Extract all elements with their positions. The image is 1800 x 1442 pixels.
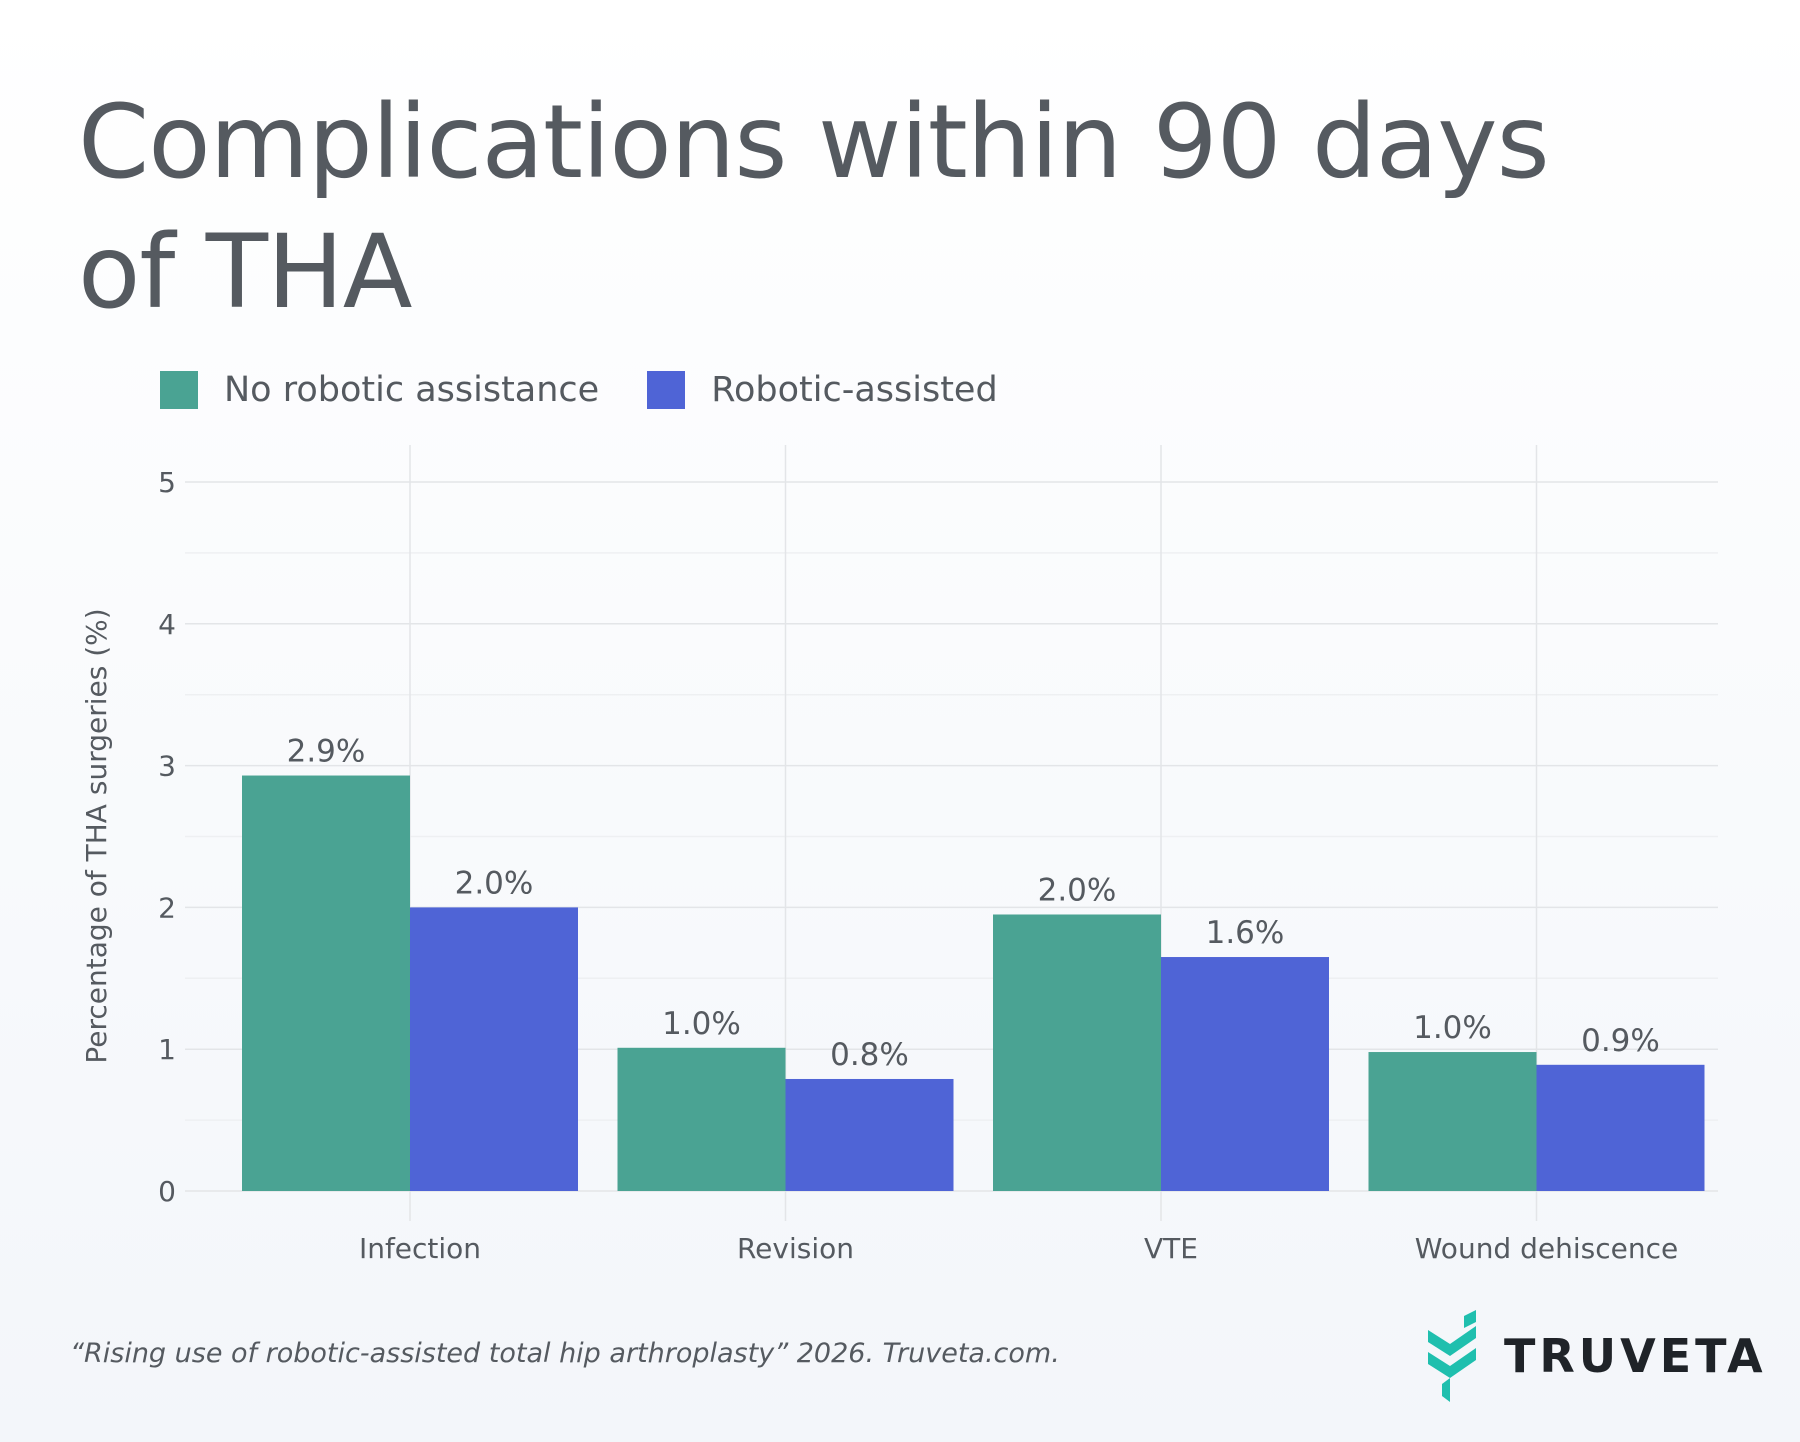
truveta-logo: TRUVETA [1420,1310,1767,1402]
y-tick-label: 5 [158,466,176,499]
x-tick-label: Revision [737,1232,854,1265]
bar-robotic-revision[interactable] [785,1078,954,1191]
bar-robotic-infection[interactable] [410,907,578,1191]
data-label: 2.0% [1038,872,1117,908]
bar-robotic-vte[interactable] [1161,957,1329,1191]
legend-item-robotic[interactable]: Robotic-assisted [647,370,998,410]
bars [242,775,1705,1191]
truveta-chevrons-icon [1428,1310,1476,1402]
data-label: 2.9% [287,734,366,770]
data-label: 1.0% [662,1006,741,1042]
y-tick-label: 0 [158,1175,176,1208]
page-title: Complications within 90 days of THA [78,83,1550,332]
y-tick-label: 4 [158,608,176,641]
data-label: 1.0% [1413,1010,1492,1046]
bar-no-robotic-revision[interactable] [617,1047,786,1191]
bar-robotic-wound-dehiscence[interactable] [1536,1064,1705,1191]
bar-no-robotic-vte[interactable] [993,914,1161,1191]
axes: Infection Revision VTE Wound dehiscence 0 1 2 3… [80,466,1678,1265]
y-axis-label: Percentage of THA surgeries (%) [80,608,113,1063]
bar-chart: 2.9% 2.0% 1.0% 0.8% 2.0% 1.6% 1.0% 0.9% Infecti… [80,445,1718,1265]
bar-no-robotic-infection[interactable] [242,775,410,1191]
data-label: 1.6% [1206,915,1285,951]
legend-label-no-robotic: No robotic assistance [224,370,600,410]
logo-wordmark: TRUVETA [1504,1329,1767,1383]
data-label: 0.9% [1581,1023,1660,1059]
legend-item-no-robotic[interactable]: No robotic assistance [160,370,599,410]
y-tick-label: 3 [158,750,176,783]
y-tick-label: 2 [158,891,176,924]
x-tick-label: VTE [1144,1232,1198,1265]
data-label: 0.8% [830,1037,909,1073]
bar-no-robotic-wound-dehiscence[interactable] [1368,1052,1537,1191]
data-labels: 2.9% 2.0% 1.0% 0.8% 2.0% 1.6% 1.0% 0.9% [287,734,1660,1073]
citation-text: “Rising use of robotic-assisted total hi… [70,1338,1060,1369]
x-tick-label: Wound dehiscence [1415,1232,1678,1265]
legend-swatch-robotic [647,371,686,409]
data-label: 2.0% [455,865,534,901]
legend-label-robotic: Robotic-assisted [711,370,998,410]
y-tick-label: 1 [158,1033,176,1066]
legend-swatch-no-robotic [160,371,198,409]
chart-legend: No robotic assistance Robotic-assisted [160,370,1046,410]
x-tick-label: Infection [359,1232,481,1265]
